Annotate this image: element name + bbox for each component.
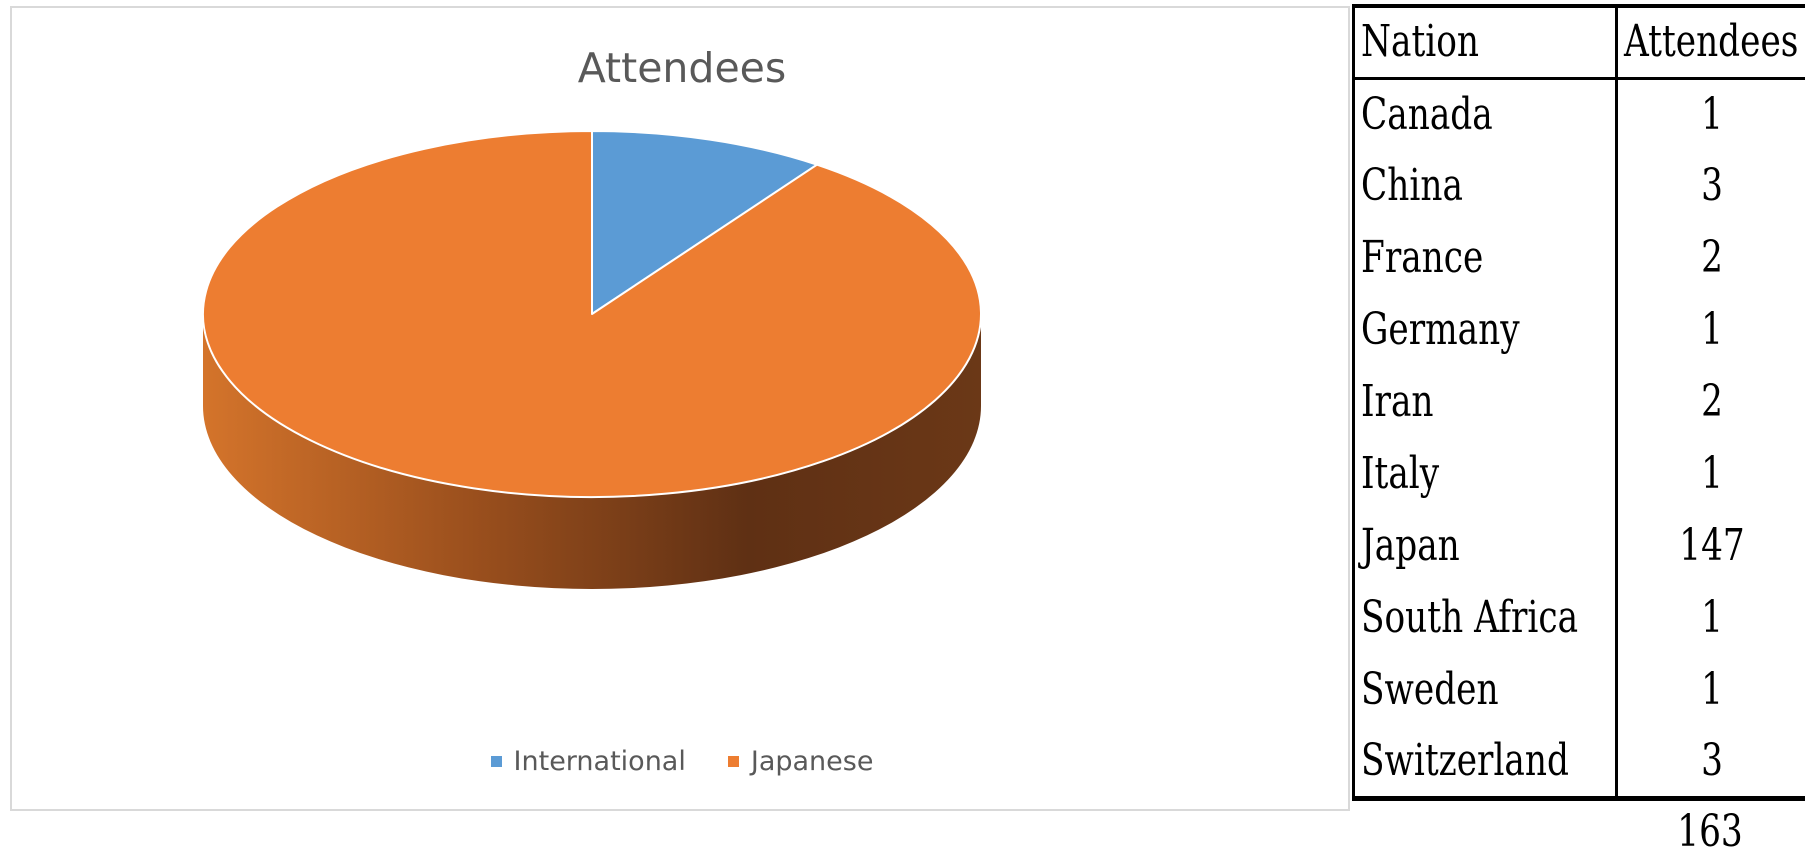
attendees-count: 1: [1701, 304, 1724, 355]
header-nation: Nation: [1352, 4, 1618, 80]
table-row: Italy 1: [1352, 438, 1805, 510]
table-row: Iran 2: [1352, 366, 1805, 438]
nation-cell: China: [1352, 150, 1618, 222]
total-attendees-text: 163: [1677, 806, 1743, 857]
attendees-count: 2: [1701, 232, 1724, 283]
attendees-cell: 3: [1616, 726, 1805, 801]
attendees-cell: 1: [1617, 654, 1805, 726]
chart-legend: International Japanese: [12, 746, 1352, 777]
table-row: South Africa 1: [1352, 582, 1805, 654]
attendees-cell: 1: [1617, 438, 1805, 510]
header-attendees: Attendees: [1616, 4, 1805, 80]
attendees-cell: 2: [1617, 366, 1805, 438]
nation-cell: Italy: [1352, 438, 1618, 510]
table-row: France 2: [1352, 222, 1805, 294]
chart-title: Attendees: [577, 44, 787, 92]
nation-cell: Switzerland: [1352, 726, 1618, 801]
table-row: Sweden 1: [1352, 654, 1805, 726]
table-row: China 3: [1352, 150, 1805, 222]
nation-name: Canada: [1361, 88, 1493, 140]
table-row: Japan 147: [1352, 510, 1805, 582]
legend-swatch-japanese: [727, 756, 739, 767]
table-row: Germany 1: [1352, 294, 1805, 366]
header-attendees-text: Attendees: [1624, 16, 1799, 68]
legend-swatch-international: [490, 756, 502, 767]
pie-side-wall: [203, 314, 981, 589]
attendees-count: 3: [1701, 734, 1724, 786]
attendees-cell: 1: [1617, 294, 1805, 366]
nation-name: China: [1361, 160, 1463, 211]
nation-cell: Canada: [1352, 78, 1618, 150]
pie-plot-area: [202, 130, 982, 589]
nation-cell: Sweden: [1352, 654, 1618, 726]
attendees-cell: 1: [1617, 582, 1805, 654]
nation-name: France: [1361, 232, 1484, 283]
nation-name: South Africa: [1361, 592, 1579, 643]
header-nation-text: Nation: [1361, 16, 1480, 68]
table-header-row: Nation Attendees: [1352, 4, 1805, 80]
attendees-cell: 3: [1617, 150, 1805, 222]
attendees-count: 1: [1701, 592, 1724, 643]
nation-cell: Germany: [1352, 294, 1618, 366]
attendees-count: 1: [1701, 448, 1724, 499]
attendees-count: 1: [1701, 88, 1724, 140]
attendees-table: Nation Attendees Canada 1 China 3 France 2 Ger…: [1352, 4, 1805, 861]
table-row: Canada 1: [1352, 78, 1805, 150]
nation-name: Japan: [1361, 520, 1460, 571]
attendees-cell: 1: [1617, 78, 1805, 150]
attendees-cell: 2: [1617, 222, 1805, 294]
pie-slice-japanese: [202, 130, 982, 498]
nation-name: Germany: [1361, 304, 1520, 355]
pie-chart: Attendees International Japanese: [10, 6, 1350, 811]
nation-cell: South Africa: [1352, 582, 1618, 654]
nation-name: Sweden: [1361, 664, 1499, 715]
legend-item-international: International: [490, 746, 686, 777]
legend-label-international: International: [513, 746, 686, 777]
attendees-count: 3: [1701, 160, 1724, 211]
nation-cell: Japan: [1352, 510, 1618, 582]
attendees-count: 1: [1701, 664, 1724, 715]
total-attendees: 163: [1615, 810, 1805, 854]
legend-label-japanese: Japanese: [750, 746, 874, 777]
attendees-count: 2: [1701, 376, 1724, 427]
nation-name: Switzerland: [1361, 734, 1569, 786]
attendees-cell: 147: [1617, 510, 1805, 582]
table-row: Switzerland 3: [1352, 726, 1805, 801]
nation-name: Italy: [1361, 448, 1440, 499]
nation-cell: France: [1352, 222, 1618, 294]
attendees-count: 147: [1679, 520, 1745, 571]
pie-slice-international: [591, 130, 818, 315]
nation-name: Iran: [1361, 376, 1434, 427]
nation-cell: Iran: [1352, 366, 1618, 438]
legend-item-japanese: Japanese: [727, 746, 874, 777]
nation-table: Nation Attendees Canada 1 China 3 France 2 Ger…: [1352, 4, 1805, 801]
